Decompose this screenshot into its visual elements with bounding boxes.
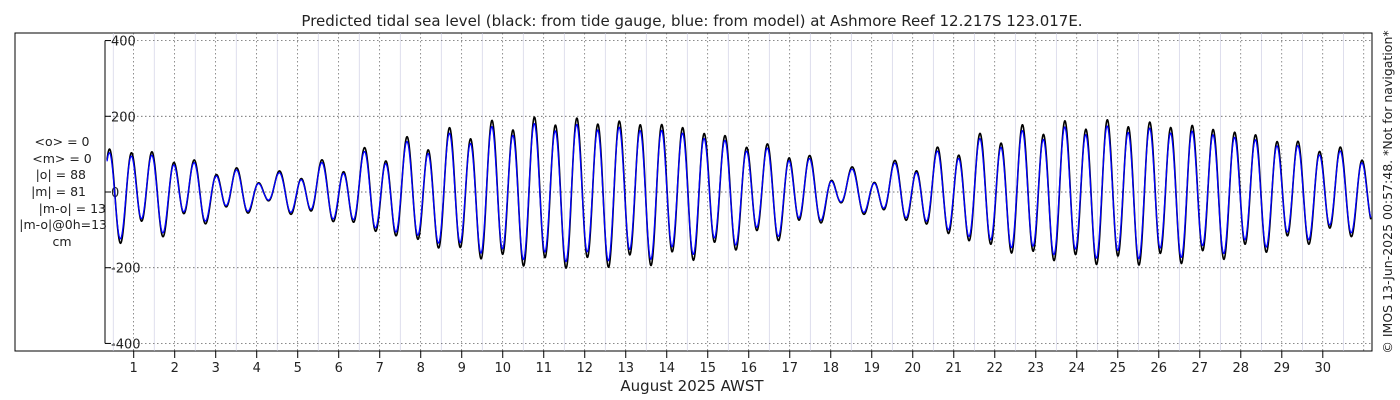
x-tick-label: 26 — [1151, 361, 1168, 376]
outer-frame — [14, 32, 1373, 352]
x-tick-label: 16 — [740, 361, 757, 376]
stat-abs-observed: |o| = 88 — [36, 167, 86, 182]
x-tick-label: 13 — [617, 361, 634, 376]
copyright-notice: © IMOS 13-Jun-2025 00:57:48. *Not for na… — [1380, 30, 1395, 353]
x-tick-label: 25 — [1110, 361, 1127, 376]
x-tick-label: 2 — [171, 361, 179, 376]
x-tick-label: 6 — [335, 361, 343, 376]
y-tick-label: 400 — [111, 35, 136, 50]
x-tick-label: 19 — [863, 361, 880, 376]
stat-mean-model: <m> = 0 — [32, 151, 92, 166]
chart-title: Predicted tidal sea level (black: from t… — [301, 12, 1082, 30]
x-tick-label: 10 — [494, 361, 511, 376]
x-tick-label: 3 — [212, 361, 220, 376]
stat-unit: cm — [52, 234, 71, 249]
x-tick-label: 5 — [294, 361, 302, 376]
x-tick-label: 9 — [458, 361, 466, 376]
x-tick-label: 7 — [376, 361, 384, 376]
x-tick-label: 27 — [1192, 361, 1209, 376]
stat-mean-observed: <o> = 0 — [35, 134, 90, 149]
y-tick-label: 200 — [111, 110, 136, 125]
x-tick-label: 12 — [576, 361, 593, 376]
y-tick-label: -200 — [111, 262, 141, 277]
x-tick-label: 20 — [904, 361, 921, 376]
y-tick-label: -400 — [111, 337, 141, 352]
stat-abs-diff: |m-o| = 13 — [39, 201, 106, 216]
x-tick-label: 4 — [253, 361, 261, 376]
x-tick-label: 22 — [986, 361, 1003, 376]
x-tick-label: 29 — [1274, 361, 1291, 376]
series-line-model — [106, 122, 1372, 263]
x-tick-label: 14 — [658, 361, 675, 376]
x-axis-label: August 2025 AWST — [620, 377, 764, 395]
x-tick-label: 1 — [130, 361, 138, 376]
x-tick-label: 30 — [1315, 361, 1332, 376]
x-tick-label: 21 — [945, 361, 962, 376]
x-tick-label: 23 — [1028, 361, 1045, 376]
stats-box: <o> = 0 <m> = 0 |o| = 88 |m| = 81 |m-o| … — [19, 134, 107, 249]
data-series — [106, 116, 1372, 269]
x-tick-label: 17 — [781, 361, 798, 376]
x-tick-label: 11 — [535, 361, 552, 376]
x-tick-label: 24 — [1069, 361, 1086, 376]
x-tick-label: 28 — [1233, 361, 1250, 376]
grid-lines — [105, 33, 1372, 351]
stat-abs-diff-0h: |m-o|@0h=13 — [19, 217, 107, 232]
x-tick-label: 8 — [417, 361, 425, 376]
x-tick-label: 15 — [699, 361, 716, 376]
x-tick-label: 18 — [822, 361, 839, 376]
stat-abs-model: |m| = 81 — [31, 184, 86, 199]
